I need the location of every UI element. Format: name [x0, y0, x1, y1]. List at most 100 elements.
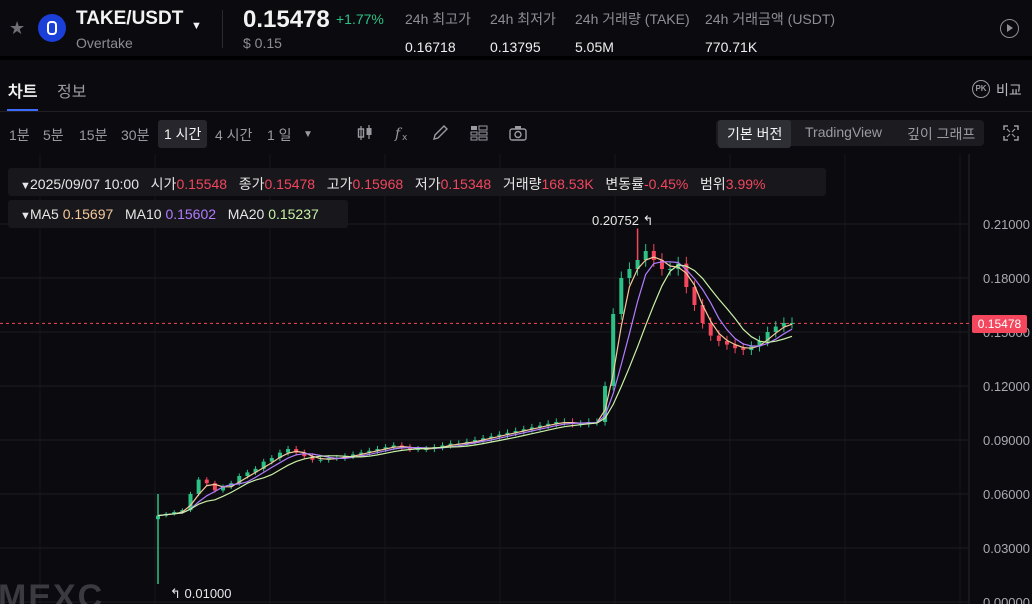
candle-body [546, 423, 551, 426]
compare-button[interactable]: 비교 [996, 82, 1022, 98]
pencil-icon[interactable] [431, 124, 451, 142]
content-tabs: 차트 정보 PK 비교 [0, 64, 1032, 112]
candle-body [261, 461, 266, 469]
candle-body [318, 459, 323, 461]
ma10-label: MA10 [124, 206, 162, 222]
candle-body [497, 434, 502, 437]
ma5-line [157, 256, 793, 517]
candle-body [611, 314, 616, 386]
close-label: 종가 [238, 176, 265, 192]
camera-icon[interactable] [508, 124, 528, 142]
candle-body [269, 458, 274, 462]
ma5-label: MA5 [30, 206, 59, 222]
change-value: -0.45% [643, 176, 689, 192]
play-icon[interactable] [1000, 19, 1019, 38]
ma-info-bar: ▼MA5 0.15697 MA10 0.15602 MA20 0.15237 [8, 200, 348, 228]
open-value: 0.15548 [176, 176, 228, 192]
low-label: 저가 [414, 176, 441, 192]
low-marker-label: ↰ 0.01000 [170, 586, 232, 601]
timeframe-4h[interactable]: 4 시간 [215, 127, 253, 143]
ma5-value: 0.15697 [62, 206, 114, 222]
candle-body [554, 422, 559, 424]
open-label: 시가 [150, 176, 177, 192]
candle-body [383, 447, 388, 449]
candle-body [676, 263, 681, 269]
high-label: 고가 [326, 176, 353, 192]
y-tick-label: 0.06000 [983, 487, 1030, 502]
y-tick-label: 0.03000 [983, 541, 1030, 556]
stat-value: 0.16718 [405, 39, 456, 55]
price-chart[interactable]: ▼2025/09/07 10:00 시가0.15548 종가0.15478 고가… [0, 154, 1032, 604]
collapse-chevron-icon[interactable]: ▼ [20, 210, 31, 222]
candle-body [619, 278, 624, 314]
high-value: 0.15968 [352, 176, 404, 192]
candle-body [692, 287, 697, 305]
tab-chart[interactable]: 차트 [8, 84, 38, 101]
candle-body [375, 449, 380, 451]
stat-24h-volume: 24h 거래량 (TAKE) 5.05M [575, 9, 690, 55]
stat-24h-high: 24h 최고가 0.16718 [405, 9, 471, 55]
candle-body [529, 427, 534, 430]
candle-body [212, 483, 217, 491]
candle-body [765, 332, 770, 341]
timeframe-5m[interactable]: 5분 [43, 127, 64, 143]
view-tradingview-button[interactable]: TradingView [805, 124, 883, 140]
y-tick-label: 0.09000 [983, 433, 1030, 448]
stat-24h-turnover: 24h 거래금액 (USDT) 770.71K [705, 9, 835, 55]
candle-body [367, 450, 372, 453]
timeframe-1h[interactable]: 1 시간 [158, 120, 208, 148]
candle-body [635, 260, 640, 269]
candle-body [188, 494, 193, 511]
candle-body [172, 512, 177, 514]
volume-label: 거래량 [502, 176, 542, 192]
chart-canvas[interactable] [0, 154, 1032, 604]
ma10-value: 0.15602 [165, 206, 217, 222]
candle-body [237, 476, 242, 484]
timeframe-1d[interactable]: 1 일 [267, 127, 292, 143]
candle-body [659, 260, 664, 269]
ma20-value: 0.15237 [268, 206, 319, 222]
candle-body [643, 251, 648, 260]
pair-dropdown-icon[interactable]: ▼ [191, 20, 202, 32]
stat-value: 770.71K [705, 39, 758, 55]
candle-body [481, 438, 486, 440]
candle-body [700, 305, 705, 323]
candle-body [196, 479, 201, 494]
close-value: 0.15478 [264, 176, 316, 192]
view-depth-button[interactable]: 깊이 그래프 [907, 126, 976, 142]
function-icon[interactable]: f x [393, 124, 413, 142]
candle-body [668, 269, 673, 270]
y-tick-label: 0.21000 [983, 217, 1030, 232]
y-tick-label: 0.18000 [983, 271, 1030, 286]
timeframe-more-icon[interactable]: ▼ [303, 129, 313, 140]
candle-body [448, 443, 453, 446]
range-label: 범위 [700, 176, 726, 192]
candle-body [359, 452, 364, 455]
last-price-tag: 0.15478 [972, 315, 1027, 333]
candle-body [277, 452, 282, 458]
timeframe-15m[interactable]: 15분 [79, 127, 108, 143]
ma10-line [157, 261, 793, 517]
candle-body [773, 326, 778, 332]
candlestick-icon[interactable] [355, 124, 375, 142]
compare-icon[interactable]: PK [972, 80, 990, 98]
volume-value: 168.53K [541, 176, 594, 192]
tab-info[interactable]: 정보 [57, 84, 87, 101]
favorite-star-icon[interactable]: ★ [9, 18, 26, 38]
chart-view-switcher: 기본 버전 TradingView 깊이 그래프 [716, 120, 984, 148]
timeframe-30m[interactable]: 30분 [121, 127, 150, 143]
pair-title[interactable]: TAKE/USDT [76, 8, 184, 29]
pair-subtitle: Overtake [76, 35, 133, 51]
stat-label: 24h 거래금액 (USDT) [705, 11, 836, 27]
price-change: +1.77% [336, 11, 384, 27]
candle-body [221, 486, 226, 491]
layout-icon[interactable] [469, 124, 489, 142]
low-marker-value: 0.01000 [184, 586, 232, 601]
active-tab-indicator [7, 109, 38, 111]
view-basic-button[interactable]: 기본 버전 [718, 120, 792, 148]
fullscreen-icon[interactable] [1003, 125, 1019, 141]
collapse-chevron-icon[interactable]: ▼ [20, 180, 31, 192]
stat-24h-low: 24h 최저가 0.13795 [490, 9, 556, 55]
timeframe-1m[interactable]: 1분 [9, 127, 30, 143]
candle-body [741, 348, 746, 350]
